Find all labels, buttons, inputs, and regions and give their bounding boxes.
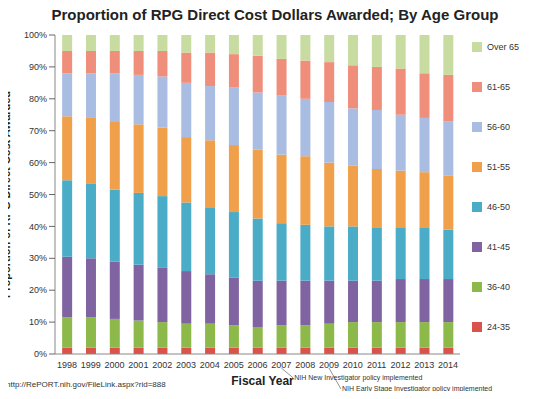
svg-text:60%: 60%	[29, 158, 47, 168]
svg-text:2013: 2013	[414, 360, 434, 370]
html-text:46-50: 46-50	[487, 202, 510, 212]
html-text:http://RePORT.nih.gov/FileLink: http://RePORT.nih.gov/FileLink.aspx?rid=…	[6, 380, 166, 389]
svg-text:0%: 0%	[34, 349, 47, 359]
html-text:41-45: 41-45	[487, 242, 510, 252]
html-text:24-35: 24-35	[487, 322, 510, 332]
svg-text:1999: 1999	[81, 360, 101, 370]
svg-text:50%: 50%	[29, 190, 47, 200]
svg-text:2004: 2004	[200, 360, 220, 370]
html-text:Fiscal Year: Fiscal Year	[231, 374, 294, 388]
svg-text:2012: 2012	[390, 360, 410, 370]
html-text:61-65: 61-65	[487, 82, 510, 92]
svg-text:2009: 2009	[319, 360, 339, 370]
svg-text:2001: 2001	[128, 360, 148, 370]
svg-text:100%: 100%	[24, 30, 47, 40]
svg-text:1998: 1998	[57, 360, 77, 370]
svg-text:80%: 80%	[29, 94, 47, 104]
svg-text:90%: 90%	[29, 62, 47, 72]
svg-text:2002: 2002	[152, 360, 172, 370]
svg-text:2014: 2014	[438, 360, 458, 370]
html-text:36-40: 36-40	[487, 282, 510, 292]
svg-text:2003: 2003	[176, 360, 196, 370]
svg-text:2007: 2007	[271, 360, 291, 370]
svg-text:40%: 40%	[29, 222, 47, 232]
html-text:56-60: 56-60	[487, 122, 510, 132]
svg-text:2010: 2010	[343, 360, 363, 370]
svg-text:2006: 2006	[247, 360, 267, 370]
svg-text:10%: 10%	[29, 317, 47, 327]
html-text:51-55: 51-55	[487, 162, 510, 172]
svg-text:2011: 2011	[367, 360, 386, 370]
svg-text:2008: 2008	[295, 360, 315, 370]
svg-text:2000: 2000	[105, 360, 125, 370]
html-text:NIH New Investigator policy im: NIH New Investigator policy implemented	[294, 374, 423, 381]
html-text:NIH Early Stage Investigator p: NIH Early Stage Investigator policy impl…	[342, 385, 493, 392]
svg-text:20%: 20%	[29, 285, 47, 295]
html-text:Over 65: Over 65	[487, 42, 519, 52]
svg-text:2005: 2005	[224, 360, 244, 370]
html-text:Proportion of RPG Direct Cost: Proportion of RPG Direct Cost Dollars Aw…	[51, 6, 499, 23]
svg-text:Proportion of RPG Direct Cost: Proportion of RPG Direct Cost Awarded	[8, 91, 12, 298]
svg-text:30%: 30%	[29, 253, 47, 263]
svg-text:70%: 70%	[29, 126, 47, 136]
